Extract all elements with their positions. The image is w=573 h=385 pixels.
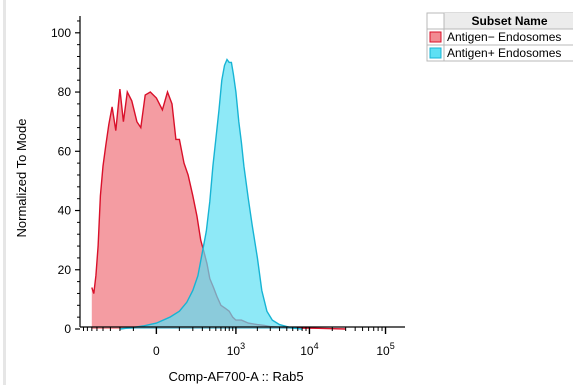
y-tick-label: 100 [51, 26, 71, 40]
legend-entry-1: Antigen− Endosomes [447, 30, 561, 44]
x-tick-label: 105 [376, 341, 394, 358]
y-tick-label: 0 [64, 322, 71, 336]
y-axis-title: Normalized To Mode [14, 119, 29, 238]
y-tick-label: 80 [58, 85, 72, 99]
plot-area [91, 58, 346, 330]
y-tick-label: 40 [58, 204, 72, 218]
x-tick-label: 103 [227, 341, 245, 358]
x-tick-exponent: 4 [314, 341, 319, 351]
series-area-1 [91, 89, 346, 329]
x-tick-exponent: 3 [240, 341, 245, 351]
series-line-2 [119, 58, 303, 330]
y-tick-label: 60 [58, 144, 72, 158]
legend-swatch-2 [429, 47, 442, 59]
legend-header: Subset Name [471, 14, 547, 28]
legend-swatch-1 [429, 31, 442, 43]
panel-edge-bar [3, 0, 6, 385]
x-tick-exponent: 5 [390, 341, 395, 351]
axes [79, 16, 405, 328]
legend-entry-2: Antigen+ Endosomes [447, 46, 561, 60]
x-axis-title: Comp-AF700-A :: Rab5 [168, 369, 303, 384]
legend: Subset Name Antigen− Endosomes Antigen+ En… [426, 12, 573, 62]
legend-header-bg [444, 13, 573, 29]
x-tick-label: 0 [153, 344, 160, 358]
y-tick-label: 20 [58, 263, 72, 277]
tick-marks [75, 20, 387, 334]
x-tick-label: 104 [300, 341, 318, 358]
